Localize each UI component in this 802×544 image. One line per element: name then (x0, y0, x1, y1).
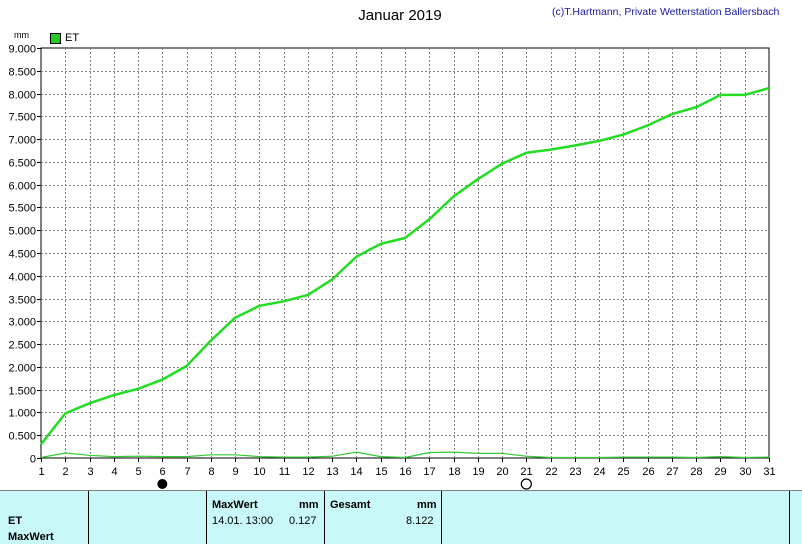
y-tick-label: 0 (30, 454, 36, 466)
x-tick-label: 29 (714, 466, 726, 478)
x-tick-label: 18 (448, 466, 460, 478)
gesamt-header: Gesamt (330, 499, 371, 511)
copyright-text: (c)T.Hartmann, Private Wetterstation Bal… (552, 6, 780, 18)
y-tick-label: 2.500 (8, 340, 36, 352)
series-line-maxwert (40, 451, 770, 459)
table-divider (441, 491, 442, 544)
x-tick-label: 24 (593, 466, 605, 478)
x-tick-label: 6 (159, 466, 165, 478)
x-tick-label: 30 (739, 466, 751, 478)
x-tick-label: 20 (496, 466, 508, 478)
x-tick-label: 7 (184, 466, 190, 478)
x-tick-label: 31 (763, 466, 775, 478)
moon-markers (157, 478, 532, 490)
x-tick-label: 2 (62, 466, 68, 478)
gesamt-value: 8.122 (406, 515, 434, 527)
y-tick-label: 1.000 (8, 408, 36, 420)
x-tick-label: 28 (690, 466, 702, 478)
x-tick-label: 9 (232, 466, 238, 478)
y-tick-label: 4.500 (8, 249, 36, 261)
x-tick-label: 5 (135, 466, 141, 478)
x-tick-label: 3 (87, 466, 93, 478)
grid (40, 47, 770, 459)
y-tick-label: 4.000 (8, 272, 36, 284)
row-label-et: ET (8, 515, 23, 527)
y-tick-label: 5.000 (8, 226, 36, 238)
x-tick-label: 23 (569, 466, 581, 478)
maxwert-header: MaxWert (212, 499, 258, 511)
x-tick-label: 16 (399, 466, 411, 478)
y-tick-label: 2.000 (8, 363, 36, 375)
gesamt-unit: mm (417, 499, 437, 511)
x-tick-label: 4 (111, 466, 117, 478)
x-tick-label: 8 (208, 466, 214, 478)
x-tick-label: 27 (666, 466, 678, 478)
series (40, 86, 770, 459)
y-tick-label: 3.000 (8, 317, 36, 329)
table-divider (789, 491, 790, 544)
x-tick-label: 22 (545, 466, 557, 478)
x-tick-label: 11 (279, 466, 290, 478)
table-divider (324, 491, 325, 544)
maxwert-value: 0.127 (289, 515, 317, 527)
full-moon-icon (520, 478, 532, 490)
y-tick-label: 8.500 (8, 67, 36, 79)
x-tick-label: 12 (302, 466, 314, 478)
axes: 0 0.500 1.000 1.500 2.000 2.500 3.000 3.500 4.00… (8, 44, 775, 479)
legend-label: ET (65, 32, 80, 44)
y-tick-label: 3.500 (8, 295, 36, 307)
table-divider (88, 491, 89, 544)
x-tick-label: 10 (253, 466, 265, 478)
x-tick-label: 25 (617, 466, 629, 478)
chart-title: Januar 2019 (358, 7, 442, 24)
x-tick-label: 21 (520, 466, 532, 478)
y-tick-label: 8.000 (8, 90, 36, 102)
y-tick-label: 1.500 (8, 386, 36, 398)
x-tick-label: 13 (326, 466, 338, 478)
y-tick-label: 7.000 (8, 135, 36, 147)
row-label-maxwert: MaxWert (8, 531, 54, 543)
summary-table: ET MaxWert MaxWert mm 14.01. 13:00 0.127… (0, 490, 802, 544)
legend[interactable]: ET (50, 32, 79, 44)
series-line-et (40, 86, 770, 446)
y-tick-label: 5.500 (8, 203, 36, 215)
chart-canvas: 0 0.500 1.000 1.500 2.000 2.500 3.000 3.500 4.00… (8, 44, 776, 490)
x-tick-label: 19 (472, 466, 484, 478)
table-divider (206, 491, 207, 544)
maxwert-unit: mm (299, 499, 319, 511)
x-tick-label: 17 (423, 466, 435, 478)
y-tick-label: 6.000 (8, 181, 36, 193)
y-tick-label: 0.500 (8, 431, 36, 443)
y-tick-label: 9.000 (8, 44, 36, 56)
legend-swatch (50, 32, 61, 44)
maxwert-datetime: 14.01. 13:00 (212, 515, 274, 527)
x-tick-label: 14 (350, 466, 362, 478)
x-tick-label: 1 (38, 466, 44, 478)
new-moon-icon (157, 479, 168, 489)
x-tick-label: 26 (642, 466, 654, 478)
y-tick-label: 7.500 (8, 112, 36, 124)
x-tick-label: 15 (375, 466, 387, 478)
y-axis-unit: mm (14, 30, 29, 40)
y-tick-label: 6.500 (8, 158, 36, 170)
